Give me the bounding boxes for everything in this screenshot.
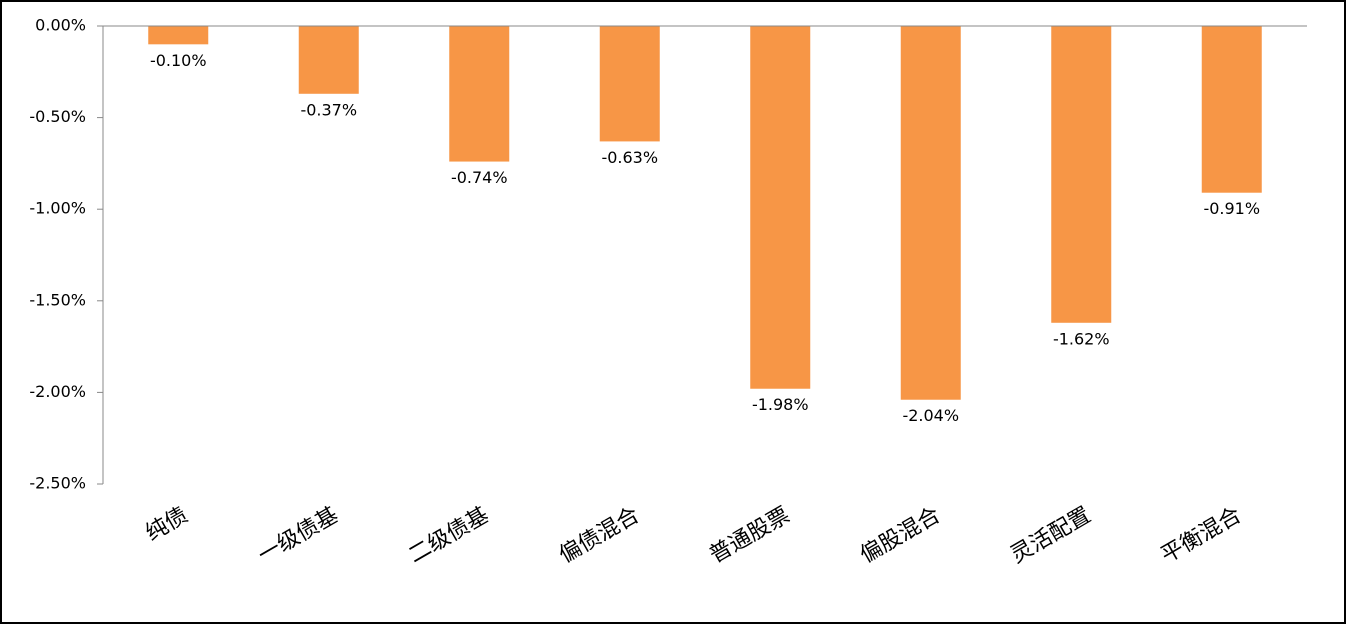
bar (1051, 26, 1112, 323)
data-label: -0.37% (300, 100, 357, 119)
y-tick-label: 0.00% (35, 16, 86, 35)
bar (1201, 26, 1262, 193)
y-tick-label: -1.50% (29, 290, 86, 309)
bar (298, 26, 359, 94)
data-label: -0.63% (601, 148, 658, 167)
bar (148, 26, 209, 45)
data-label: -2.04% (902, 406, 959, 425)
data-label: -0.91% (1203, 199, 1260, 218)
data-label: -0.10% (150, 51, 207, 70)
y-tick-label: -1.00% (29, 199, 86, 218)
bar (449, 26, 510, 162)
data-label: -1.62% (1053, 329, 1110, 348)
y-tick-label: -2.50% (29, 474, 86, 493)
data-label: -0.74% (451, 168, 508, 187)
bar (750, 26, 811, 389)
data-label: -1.98% (752, 395, 809, 414)
y-tick-label: -0.50% (29, 107, 86, 126)
y-tick-label: -2.00% (29, 382, 86, 401)
bar (900, 26, 961, 400)
bar (599, 26, 660, 142)
